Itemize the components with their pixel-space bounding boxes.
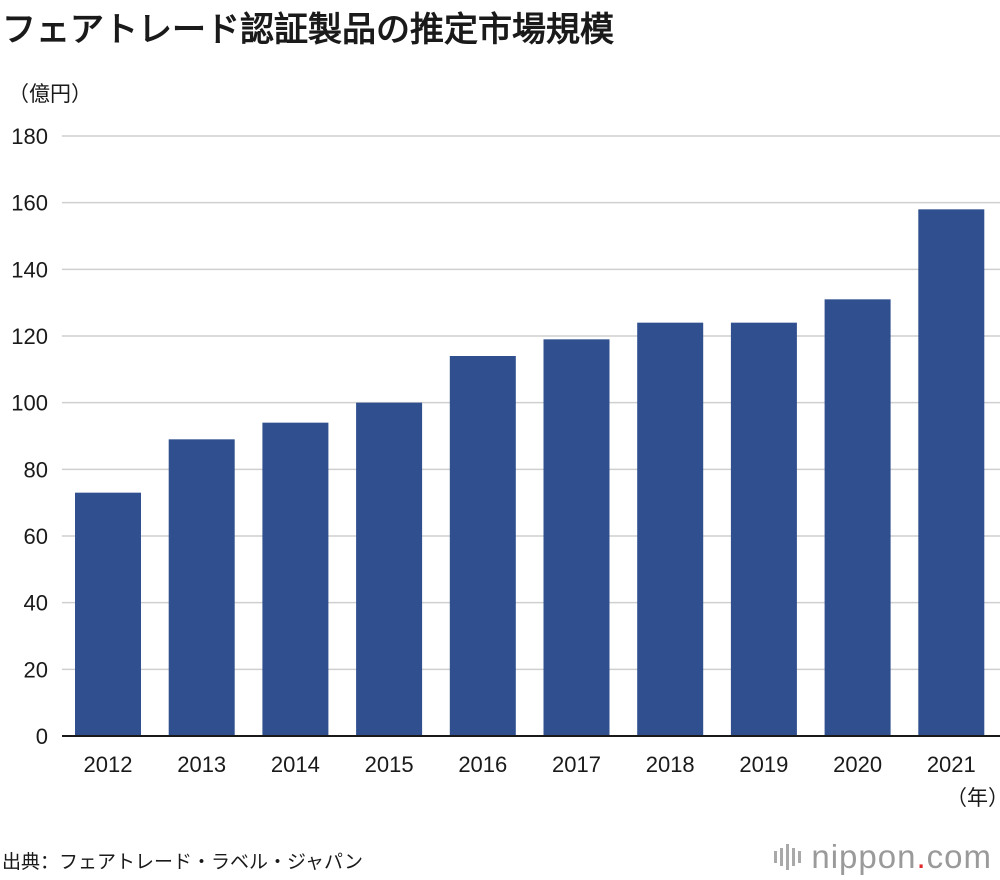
bars — [75, 209, 985, 737]
y-tick-label: 100 — [11, 391, 48, 416]
x-tick-label: 2015 — [365, 752, 414, 777]
logo-wordmark: nippon.com — [811, 838, 992, 875]
bar-2013 — [168, 439, 235, 736]
y-tick-label: 140 — [11, 257, 48, 282]
x-tick-label: 2016 — [458, 752, 507, 777]
y-tick-label: 180 — [11, 124, 48, 149]
source-note: 出典：フェアトレード・ラベル・ジャパン — [2, 851, 364, 873]
bar-2016 — [449, 356, 516, 736]
x-tick-label: 2018 — [646, 752, 695, 777]
x-axis-unit-label: （年） — [946, 786, 1000, 810]
y-tick-label: 40 — [24, 591, 48, 616]
y-tick-label: 120 — [11, 324, 48, 349]
bar-2015 — [356, 402, 423, 736]
x-tick-label: 2014 — [271, 752, 320, 777]
x-tick-label: 2020 — [833, 752, 882, 777]
chart-title: フェアトレード認証製品の推定市場規模 — [2, 10, 614, 50]
y-tick-label: 80 — [24, 457, 48, 482]
x-tick-label: 2012 — [84, 752, 133, 777]
x-tick-label: 2013 — [177, 752, 226, 777]
bar-2021 — [918, 209, 985, 737]
bar-2019 — [730, 322, 797, 736]
bar-2018 — [637, 322, 704, 736]
y-tick-label: 160 — [11, 191, 48, 216]
y-axis-unit-label: （億円） — [8, 82, 92, 106]
y-tick-label: 0 — [36, 724, 48, 749]
nippon-logo: nippon.com — [774, 838, 992, 876]
bar-2020 — [824, 299, 891, 736]
bar-2014 — [262, 422, 329, 736]
x-tick-label: 2017 — [552, 752, 601, 777]
x-tick-label: 2021 — [927, 752, 976, 777]
bar-2012 — [75, 492, 141, 736]
bar-2017 — [543, 339, 610, 736]
y-tick-label: 60 — [24, 524, 48, 549]
y-tick-labels: 0 20 40 60 80 100 120 140 160 180 — [11, 124, 48, 749]
logo-bars-icon — [774, 844, 802, 870]
x-tick-labels: 2012 2013 2014 2015 2016 2017 2018 2019 2020 2021 — [62, 735, 1000, 777]
x-tick-label: 2019 — [739, 752, 788, 777]
y-tick-label: 20 — [24, 657, 48, 682]
